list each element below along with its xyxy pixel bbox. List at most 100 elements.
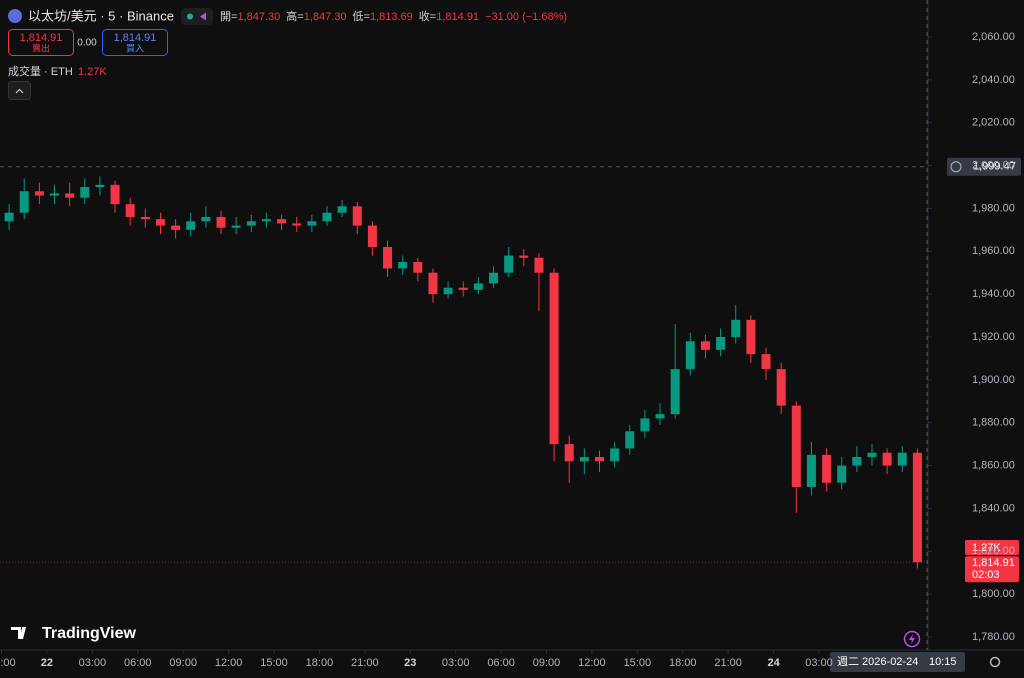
candle-body: [670, 369, 680, 415]
candle-body: [912, 452, 922, 563]
y-tick-label: 2,060.00: [972, 31, 1015, 43]
candle-body: [852, 457, 862, 466]
buy-button[interactable]: [102, 29, 168, 56]
buy-label: 買入: [126, 43, 144, 53]
candle-body: [292, 223, 302, 226]
x-tick-label: 12:00: [215, 657, 243, 669]
crosshair-tag: [947, 157, 1021, 176]
candle-body: [186, 221, 196, 230]
candle-body: [867, 452, 877, 457]
candle-body: [140, 217, 150, 220]
lightning-button[interactable]: [903, 630, 921, 648]
y-tick-label: 2,040.00: [972, 74, 1015, 86]
x-tick-label: 03:00: [442, 657, 470, 669]
last-price-label: 1,814.91: [972, 557, 1015, 569]
candle-body: [731, 319, 741, 337]
sell-price: 1,814.91: [20, 32, 63, 44]
buy-price: 1,814.91: [114, 32, 157, 44]
candle-body: [534, 257, 544, 273]
candle-body: [352, 206, 362, 226]
candle-body: [155, 219, 165, 226]
candle-body: [610, 448, 620, 462]
status-icons[interactable]: [181, 8, 213, 25]
candle-body: [549, 272, 559, 445]
x-tick-label: 06:00: [487, 657, 515, 669]
y-tick-label: 1,880.00: [972, 417, 1015, 429]
volume-value: 1.27K: [78, 66, 107, 78]
market-open-dot: [187, 13, 193, 20]
ohlc-value: 1,814.91: [436, 11, 479, 23]
time-label: 10:15: [929, 656, 957, 668]
candle-body: [716, 337, 726, 350]
crosshair-plus: [950, 161, 962, 173]
watermark: TradingView: [42, 625, 137, 642]
y-tick-label: 1,780.00: [972, 631, 1015, 643]
y-tick-label: 1,840.00: [972, 502, 1015, 514]
x-tick-label: 06:00: [124, 657, 152, 669]
candle-body: [897, 452, 907, 466]
countdown-label: 02:03: [972, 569, 1000, 581]
date-label: 週二 2026-02-24: [837, 655, 918, 668]
crosshair-label: 1,999.47: [973, 161, 1016, 173]
candle-body: [307, 221, 317, 226]
candle-body: [261, 219, 271, 222]
x-tick-label: 24: [767, 657, 780, 669]
candle-body: [398, 262, 408, 269]
settings-icon[interactable]: [989, 656, 1001, 668]
last-price-tag: [965, 556, 1019, 583]
collapse-button[interactable]: [8, 81, 31, 100]
ohlc-key: 收=: [419, 9, 436, 23]
date-tag: [830, 652, 965, 672]
candle-body: [837, 465, 847, 483]
candle-body: [791, 405, 801, 487]
x-tick-label: 12:00: [578, 657, 606, 669]
candle-body: [504, 255, 514, 273]
y-tick-label: 1,860.00: [972, 459, 1015, 471]
volume-label: 成交量 · ETH: [8, 64, 73, 78]
volume-tag-label: 1.27K: [972, 542, 1001, 554]
x-tick-label: 09:00: [169, 657, 197, 669]
share-icon: [200, 12, 206, 21]
x-tick-label: :00: [0, 657, 15, 669]
x-tick-label: 09:00: [533, 657, 561, 669]
x-tick-label: 22: [41, 657, 53, 669]
ohlc-key: 開=: [220, 10, 237, 23]
x-tick-label: 15:00: [624, 657, 652, 669]
candle-body: [19, 191, 29, 213]
lightning-icon: [909, 634, 915, 644]
candle-body: [34, 191, 44, 196]
candle-body: [655, 414, 665, 419]
candle-body: [822, 454, 832, 483]
y-tick-label: 2,020.00: [972, 117, 1015, 129]
y-tick-label: 1,980.00: [972, 202, 1015, 214]
x-tick-label: 18:00: [306, 657, 334, 669]
x-tick-label: 21:00: [714, 657, 742, 669]
candle-body: [564, 444, 574, 462]
candle-body: [806, 454, 816, 487]
x-tick-label: 23: [404, 657, 416, 669]
ohlc-key: 高=: [286, 9, 303, 23]
candle-body: [625, 431, 635, 449]
eth-icon: [8, 9, 22, 23]
candle-body: [700, 341, 710, 350]
y-tick-label: 1,820.00: [972, 545, 1015, 557]
candle-body: [337, 206, 347, 213]
candle-body: [458, 287, 468, 290]
candle-body: [882, 452, 892, 466]
candle-body: [171, 225, 181, 230]
logo-icon: [11, 627, 26, 639]
candle-body: [443, 287, 453, 295]
sell-button[interactable]: [8, 29, 74, 56]
x-tick-label: 15:00: [260, 657, 288, 669]
collapse-icon: [15, 88, 24, 94]
ohlc-key: 低=: [353, 10, 370, 23]
sell-label: 賣出: [32, 42, 50, 53]
candle-body: [80, 187, 90, 198]
symbol-title[interactable]: 以太坊/美元 · 5 · Binance: [28, 8, 174, 23]
y-tick-label: 1,900.00: [972, 374, 1015, 386]
candle-body: [95, 184, 105, 187]
ohlc-change: −31.00 (−1.68%): [485, 11, 567, 23]
x-tick-label: 21:00: [351, 657, 379, 669]
